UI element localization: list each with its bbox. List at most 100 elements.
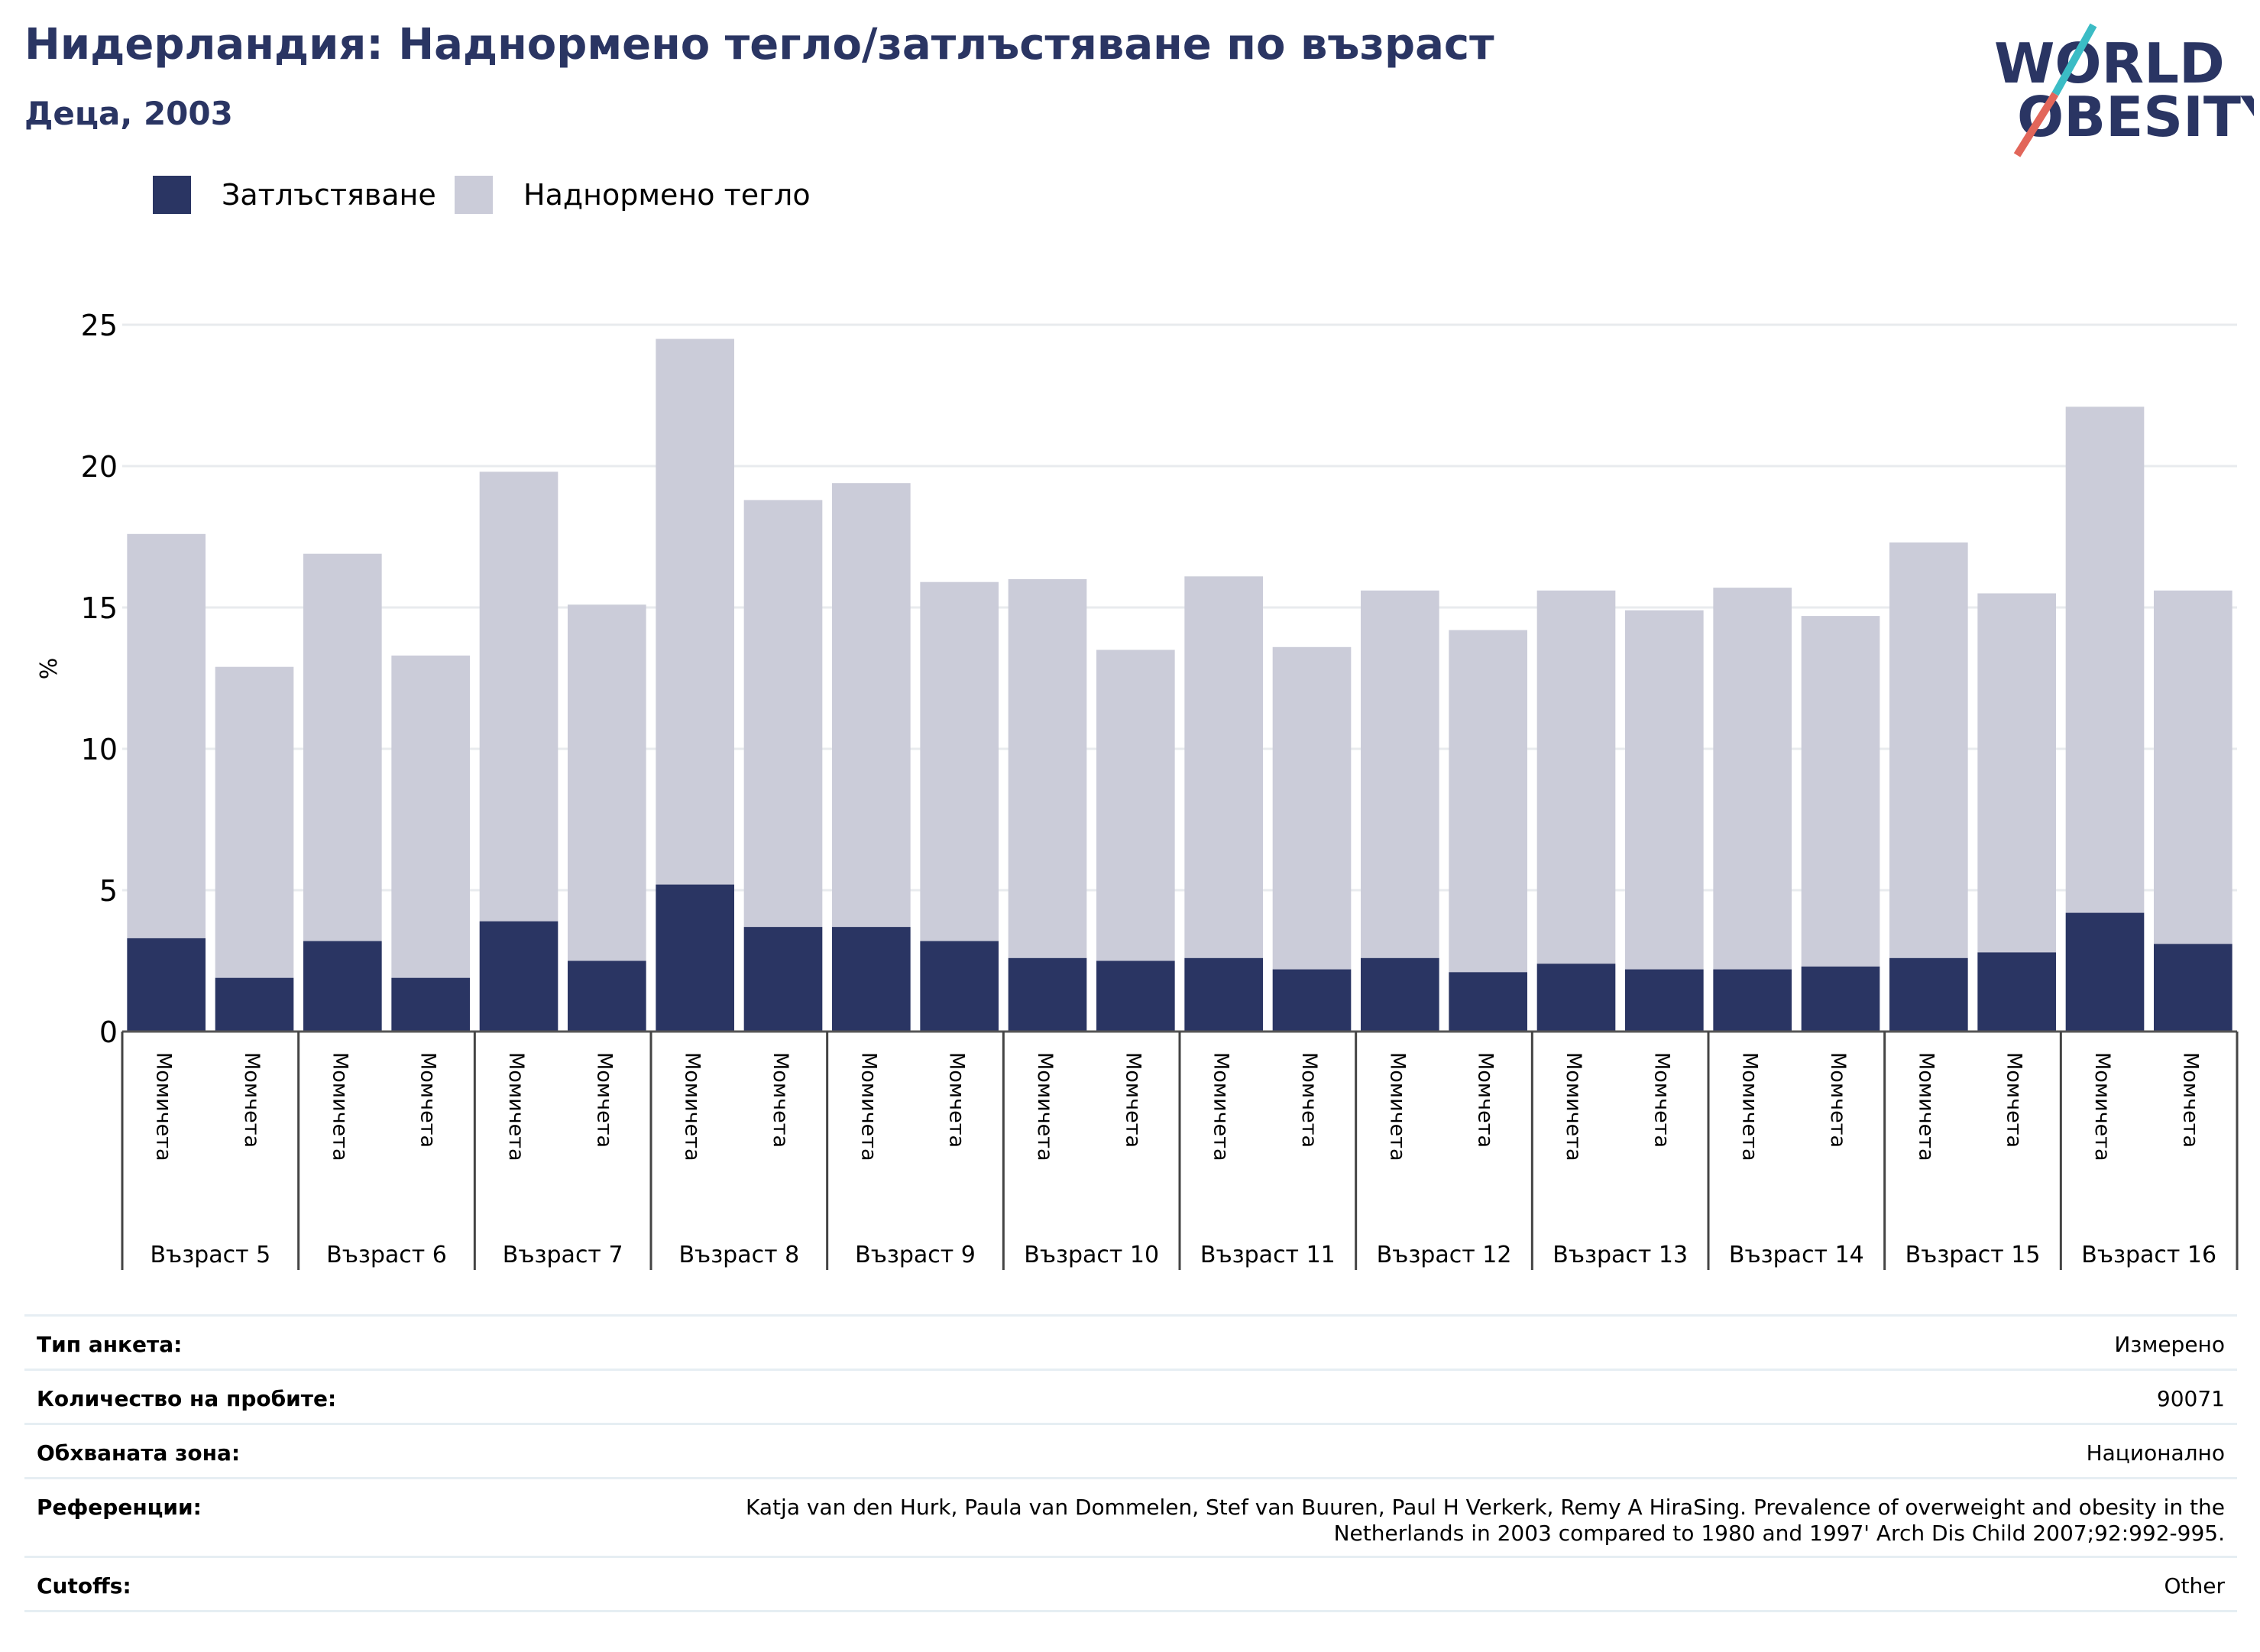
x-group-label: Възраст 16 [2081,1242,2216,1268]
bar-overweight [1008,579,1087,958]
bar-obesity [2065,912,2145,1032]
bar-overweight [743,500,823,928]
chart-subtitle: Деца, 2003 [24,95,233,132]
x-tick-label: Момчета [1121,1052,1145,1148]
bar-obesity [215,977,294,1032]
bar-overweight [2065,407,2145,913]
bar-overweight [391,655,470,978]
x-tick-label: Момичета [1738,1052,1762,1161]
x-tick-label: Момчета [240,1052,264,1148]
bar-overweight [215,666,294,978]
x-tick-label: Момичета [1033,1052,1057,1161]
bar-obesity [920,941,999,1032]
bar-overweight [2154,590,2232,944]
survey-info-table: Тип анкета: Измерено Количество на проби… [24,1314,2237,1612]
bar-obesity [1096,960,1175,1032]
x-tick-label: Момчета [945,1052,969,1148]
bar-overweight [1977,593,2056,953]
bar-obesity [1008,957,1087,1032]
bar-overweight [1889,542,1968,958]
reference-line-1: Katja van den Hurk, Paula van Dommelen, … [746,1495,2225,1520]
info-row-area: Обхваната зона: Национално [24,1423,2237,1477]
bar-overweight [127,533,206,938]
x-group-label: Възраст 10 [1024,1242,1159,1268]
bar-overweight [1361,590,1439,958]
y-tick-label: 5 [99,874,118,908]
y-tick-label: 25 [81,309,118,342]
x-tick-label: Момчета [2003,1052,2026,1148]
info-label: Тип анкета: [37,1332,183,1357]
x-tick-label: Момчета [1826,1052,1850,1148]
info-label: Обхваната зона: [37,1440,241,1466]
reference-line-2: Netherlands in 2003 compared to 1980 and… [1333,1521,2225,1546]
bar-overweight [832,483,911,928]
bar-obesity [127,938,206,1032]
info-label: Референции: [37,1495,202,1520]
bar-obesity [1625,969,1704,1032]
x-group-label: Възраст 7 [503,1242,623,1268]
chart-title: Нидерландия: Наднормено тегло/затлъстява… [24,20,1494,70]
bar-overweight [656,338,734,885]
logo-line1: WORLD [1994,31,2225,96]
bar-chart: 0 5 10 15 20 25% Момичета Момчета Момичета Момчет… [36,309,2239,1270]
x-group-label: Възраст 8 [678,1242,799,1268]
x-tick-label: Момчета [1650,1052,1673,1148]
x-tick-label: Момичета [1209,1052,1233,1161]
x-group-label: Възраст 13 [1553,1242,1688,1268]
bar-obesity [391,977,470,1032]
bar-overweight [1713,588,1792,970]
bar-obesity [568,960,646,1032]
x-tick-label: Момичета [1914,1052,1938,1161]
x-tick-label: Момичета [328,1052,351,1161]
y-axis-label: % [36,658,63,680]
info-value: Национално [2086,1440,2225,1466]
bar-overweight [1449,630,1527,973]
bar-overweight [1184,576,1263,958]
legend-item-overweight: Наднормено тегло [455,176,811,214]
bar-overweight [1536,590,1616,964]
x-tick-label: Момичета [681,1052,704,1161]
x-group-label: Възраст 15 [1905,1242,2041,1268]
world-obesity-logo: WORLD OBESITY [1994,23,2254,157]
info-row-cutoffs: Cutoffs: Other [24,1556,2237,1612]
x-group-label: Възраст 5 [150,1242,270,1268]
bar-obesity [2154,944,2232,1032]
bar-obesity [743,927,823,1032]
x-tick-label: Момчета [1474,1052,1497,1148]
x-tick-label: Момчета [592,1052,616,1148]
x-tick-label: Момичета [1562,1052,1585,1161]
bar-obesity [1889,957,1968,1032]
bar-obesity [1184,957,1263,1032]
bar-overweight [920,581,999,941]
info-value: Katja van den Hurk, Paula van Dommelen, … [746,1495,2225,1547]
bar-obesity [1536,964,1616,1032]
x-group-label: Възраст 6 [326,1242,447,1268]
bar-overweight [479,471,559,922]
x-tick-label: Момичета [504,1052,528,1161]
info-row-references: Референции: Katja van den Hurk, Paula va… [24,1477,2237,1556]
legend-swatch-obesity [153,176,191,214]
info-value: Измерено [2114,1332,2225,1357]
x-tick-label: Момичета [152,1052,176,1161]
bar-overweight [303,553,382,941]
info-label: Cutoffs: [37,1573,131,1599]
y-tick-label: 15 [81,591,118,625]
bar-overweight [1272,646,1352,970]
bar-overweight [1096,649,1175,961]
x-tick-label: Момичета [1385,1052,1409,1161]
bar-obesity [1713,969,1792,1032]
x-tick-label: Момчета [769,1052,792,1148]
legend-item-obesity: Затлъстяване [153,176,436,214]
bar-obesity [1801,966,1880,1032]
info-label: Количество на пробите: [37,1386,337,1411]
x-tick-label: Момчета [2178,1052,2202,1148]
legend-label-overweight: Наднормено тегло [523,178,811,212]
info-row-survey-type: Тип анкета: Измерено [24,1314,2237,1369]
legend-label-obesity: Затлъстяване [222,178,436,212]
x-group-label: Възраст 14 [1729,1242,1864,1268]
bar-obesity [1449,972,1527,1032]
legend-swatch-overweight [455,176,493,214]
bar-obesity [479,921,559,1032]
info-value: 90071 [2156,1386,2225,1411]
y-tick-label: 10 [81,733,118,766]
